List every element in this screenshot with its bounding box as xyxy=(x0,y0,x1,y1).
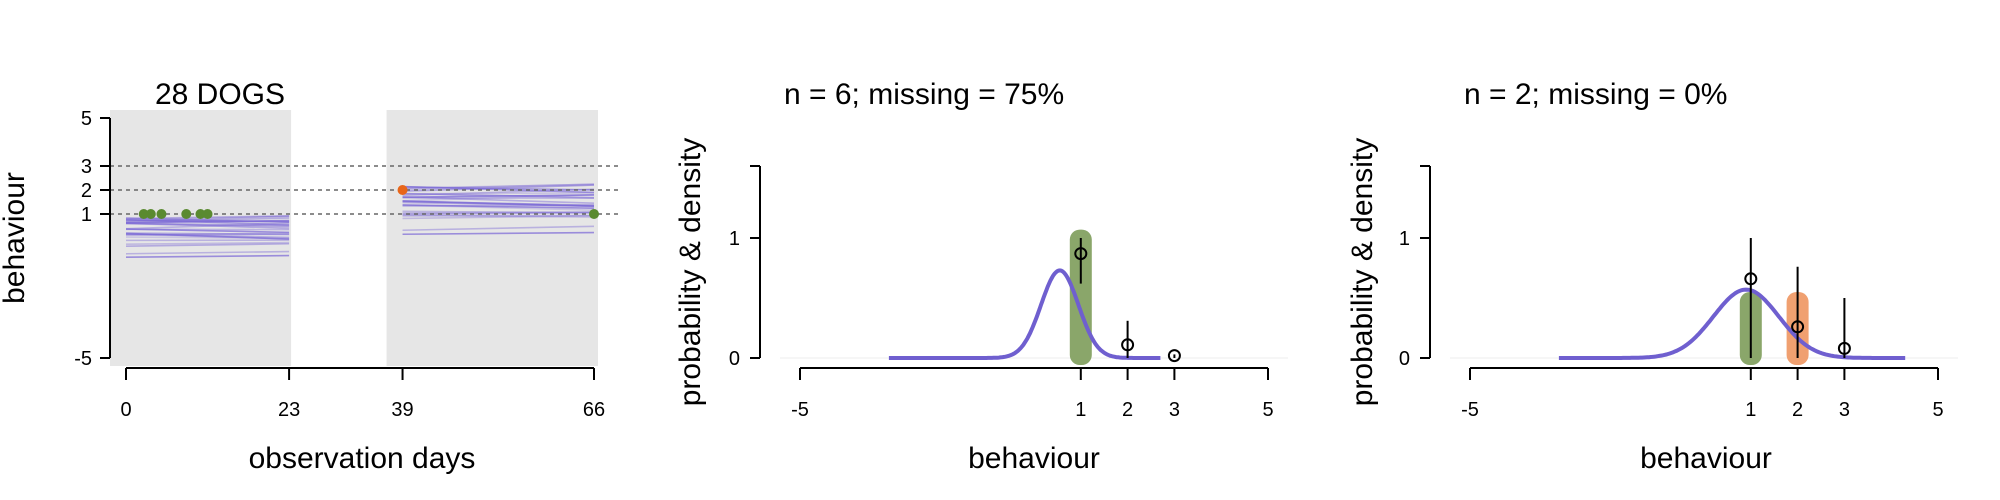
trajectory-line xyxy=(402,204,595,210)
observed-point xyxy=(156,209,167,219)
density-curve xyxy=(888,268,1161,360)
trajectory-line xyxy=(125,232,290,236)
trajectory-line xyxy=(125,250,290,255)
trajectory-line xyxy=(125,222,290,227)
observed-point xyxy=(145,209,156,219)
trajectory-line xyxy=(125,242,290,247)
panel2-xlabel: behaviour xyxy=(968,442,1100,475)
probability-point xyxy=(1744,272,1758,286)
window-1 xyxy=(386,110,598,366)
x-tick-label: 5 xyxy=(1932,399,1943,421)
trajectory-line xyxy=(125,232,290,240)
x-tick-label: 1 xyxy=(1075,399,1086,421)
y-tick-label: 1 xyxy=(1399,228,1410,250)
panel1-ylabel: behaviour xyxy=(0,172,31,304)
observed-point xyxy=(397,185,408,195)
trajectory-line xyxy=(402,200,595,207)
panel3-ylabel: probability & density xyxy=(1346,138,1379,406)
y-tick-label: -5 xyxy=(74,348,92,370)
probability-point xyxy=(1074,247,1088,261)
panel2-ylabel: probability & density xyxy=(674,138,707,406)
trajectory-line xyxy=(402,186,595,191)
trajectory-line xyxy=(402,196,595,205)
plot-area: 0 1 -5 1 2 3 5 xyxy=(729,165,1288,421)
x-tick-label: 66 xyxy=(583,399,605,421)
probability-point xyxy=(1791,320,1805,334)
highlight-band xyxy=(1069,229,1092,365)
trajectory-line xyxy=(402,214,595,219)
y-tick-label: 2 xyxy=(81,180,92,202)
probability-point xyxy=(1121,338,1135,352)
trajectory-line xyxy=(402,225,595,232)
observed-point xyxy=(195,209,206,219)
observed-point xyxy=(181,209,192,219)
axes: 5 321 -5 0 23 39 66 xyxy=(74,108,605,421)
trajectory-line xyxy=(402,211,595,214)
reference-lines xyxy=(110,165,620,215)
x-tick-label: 2 xyxy=(1792,399,1803,421)
y-tick-label: 0 xyxy=(1399,348,1410,370)
y-tick-label: 3 xyxy=(81,156,92,178)
panel-dogs-trajectories: 5 321 -5 0 23 39 66 28 DOGS observation days b… xyxy=(0,78,620,475)
observed-point xyxy=(138,209,149,219)
y-tick-label: 0 xyxy=(729,348,740,370)
x-tick-label: 39 xyxy=(391,399,413,421)
trajectory-line xyxy=(125,222,290,230)
trajectory-line xyxy=(402,231,595,236)
trajectory-line xyxy=(402,184,595,192)
trajectory-line xyxy=(402,204,595,211)
trajectory-line xyxy=(402,192,595,195)
panel-distribution-2: 0 1 -5 1 2 3 5 n = 2; missing = 0% behaviour p… xyxy=(1346,78,1958,475)
probability-point xyxy=(1837,341,1851,355)
trajectory-line xyxy=(402,214,595,220)
density-curve xyxy=(1558,287,1906,360)
x-tick-label: 5 xyxy=(1262,399,1273,421)
trajectory-line xyxy=(125,219,290,223)
x-tick-label: -5 xyxy=(1461,399,1479,421)
probability-point xyxy=(1167,349,1181,363)
y-tick-label: 1 xyxy=(729,228,740,250)
trajectory-line xyxy=(125,241,290,246)
panel1-title: 28 DOGS xyxy=(155,78,285,111)
x-tick-label: 2 xyxy=(1122,399,1133,421)
y-tick-label: 1 xyxy=(81,204,92,226)
plot-area: 0 1 -5 1 2 3 5 xyxy=(1399,165,1958,421)
x-tick-label: 0 xyxy=(120,399,131,421)
panel3-title: n = 2; missing = 0% xyxy=(1464,78,1727,111)
panel2-title: n = 6; missing = 75% xyxy=(784,78,1064,111)
y-tick-label: 5 xyxy=(81,108,92,130)
x-tick-label: 3 xyxy=(1169,399,1180,421)
trajectory-line xyxy=(125,217,290,224)
trajectory-lines xyxy=(125,183,595,258)
x-tick-label: 23 xyxy=(278,399,300,421)
observed-point xyxy=(589,209,599,219)
x-tick-label: -5 xyxy=(791,399,809,421)
trajectory-line xyxy=(125,228,290,234)
panel3-xlabel: behaviour xyxy=(1640,442,1772,475)
panel-distribution-1: 01-5 1 2 3 5 n = 6; missing = 75% behaviour … xyxy=(674,78,1288,475)
trajectory-line xyxy=(402,194,595,198)
trajectory-line xyxy=(125,254,290,258)
trajectory-line xyxy=(402,210,595,214)
panel1-xlabel: observation days xyxy=(249,442,476,475)
observed-point xyxy=(202,209,213,219)
trajectory-line xyxy=(402,211,595,216)
observed-points xyxy=(138,185,599,219)
x-tick-label: 1 xyxy=(1745,399,1756,421)
trajectory-line xyxy=(125,223,290,228)
x-tick-label: 3 xyxy=(1839,399,1850,421)
